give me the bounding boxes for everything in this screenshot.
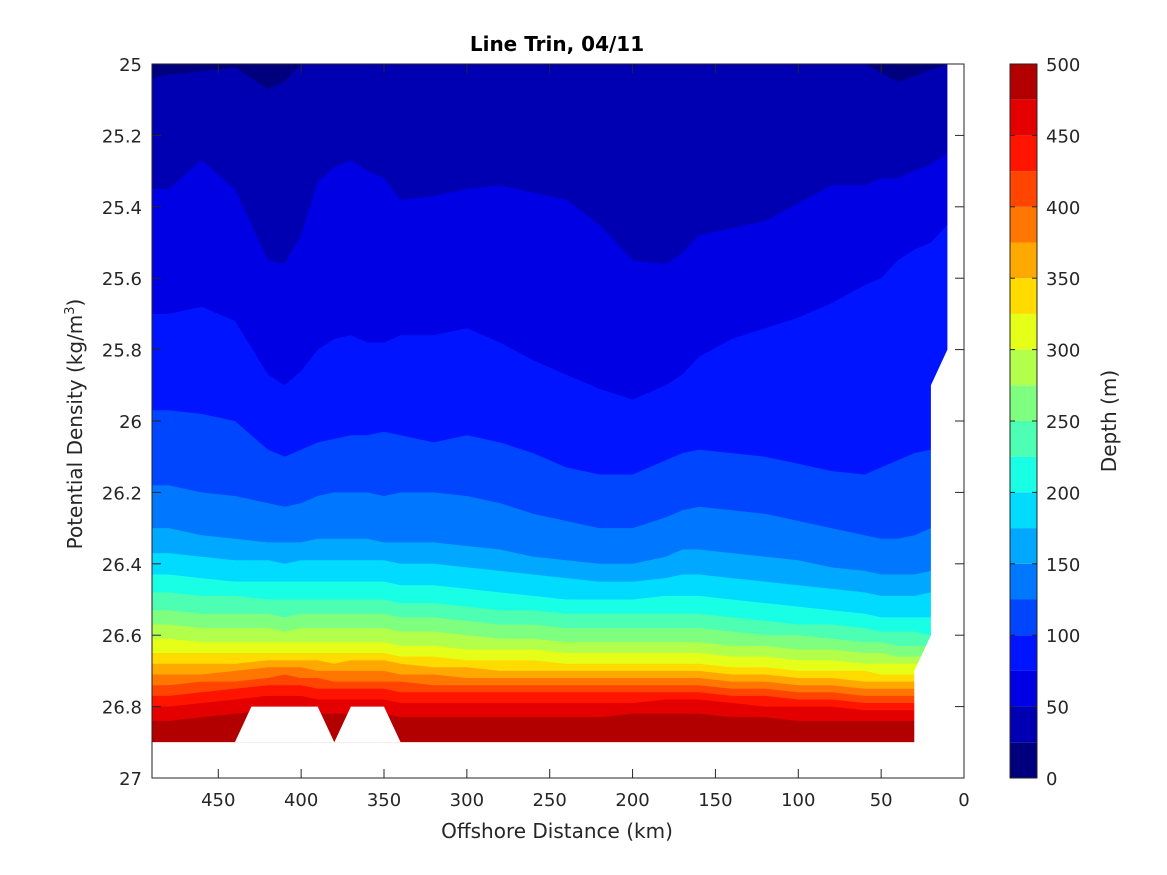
colorbar: 0 50 100 150 200 250 300 350 400 450 500 bbox=[1009, 55, 1080, 790]
colorbar-segment bbox=[1010, 528, 1037, 564]
colorbar-segment bbox=[1010, 492, 1037, 529]
colorbar-tick-label: 350 bbox=[1046, 269, 1080, 290]
x-tick-label: 400 bbox=[284, 790, 318, 811]
colorbar-segment bbox=[1010, 563, 1037, 600]
x-tick-label: 100 bbox=[781, 790, 815, 811]
colorbar-tick-label: 500 bbox=[1046, 55, 1080, 76]
colorbar-label: Depth (m) bbox=[1097, 370, 1121, 472]
x-axis: 450 400 350 300 250 200 150 100 50 0 bbox=[201, 64, 970, 811]
x-tick-label: 300 bbox=[450, 790, 484, 811]
y-axis-label-close: ) bbox=[63, 299, 87, 307]
colorbar-tick-label: 50 bbox=[1046, 698, 1069, 719]
colorbar-segment bbox=[1010, 670, 1037, 707]
contour-band-25 bbox=[152, 64, 964, 89]
chart-title: Line Trin, 04/11 bbox=[470, 32, 644, 56]
colorbar-segment bbox=[1010, 349, 1037, 386]
colorbar-segment bbox=[1010, 456, 1037, 493]
y-axis-label: Potential Density (kg/m3) bbox=[63, 299, 87, 550]
y-tick-label: 25.8 bbox=[102, 341, 142, 362]
colorbar-segment bbox=[1010, 599, 1037, 636]
colorbar-tick-label: 250 bbox=[1046, 412, 1080, 433]
colorbar-tick-label: 0 bbox=[1046, 769, 1057, 790]
x-tick-label: 350 bbox=[367, 790, 401, 811]
colorbar-tick-label: 200 bbox=[1046, 483, 1080, 504]
colorbar-tick-label: 450 bbox=[1046, 126, 1080, 147]
no-data-region bbox=[152, 742, 964, 778]
y-axis-label-main: Potential Density (kg/m bbox=[63, 315, 87, 550]
colorbar-segment bbox=[1010, 706, 1037, 743]
contour-band-50 bbox=[152, 64, 964, 264]
y-tick-label: 25 bbox=[119, 55, 142, 76]
colorbar-segment bbox=[1010, 421, 1037, 457]
colorbar-segment bbox=[1010, 64, 1037, 100]
colorbar-segment bbox=[1010, 99, 1037, 136]
y-tick-label: 26.2 bbox=[102, 483, 142, 504]
x-tick-label: 200 bbox=[615, 790, 649, 811]
colorbar-segment bbox=[1010, 135, 1037, 172]
y-tick-label: 25.4 bbox=[102, 198, 142, 219]
y-tick-label: 25.2 bbox=[102, 126, 142, 147]
colorbar-segment bbox=[1010, 278, 1037, 314]
colorbar-segment bbox=[1010, 742, 1037, 778]
x-axis-label: Offshore Distance (km) bbox=[441, 819, 673, 843]
colorbar-segment bbox=[1010, 635, 1037, 671]
colorbar-segment bbox=[1010, 313, 1037, 350]
plot-area bbox=[152, 64, 964, 743]
colorbar-segment bbox=[1010, 385, 1037, 421]
colorbar-tick-label: 400 bbox=[1046, 198, 1080, 219]
y-tick-label: 27 bbox=[119, 769, 142, 790]
y-tick-label: 25.6 bbox=[102, 269, 142, 290]
y-axis: 25 25.2 25.4 25.6 25.8 26 26.2 26.4 26.6 26.8 27 bbox=[102, 55, 964, 790]
no-data-region bbox=[334, 706, 401, 743]
colorbar-tick-label: 150 bbox=[1046, 555, 1080, 576]
contour-band-0 bbox=[864, 64, 948, 82]
y-tick-label: 26.6 bbox=[102, 626, 142, 647]
y-tick-label: 26.8 bbox=[102, 698, 142, 719]
colorbar-segment bbox=[1010, 206, 1037, 243]
no-data-region bbox=[234, 706, 335, 743]
y-axis-label-superscript: 3 bbox=[63, 306, 78, 314]
y-tick-label: 26.4 bbox=[102, 555, 142, 576]
colorbar-segment bbox=[1010, 171, 1037, 207]
x-tick-label: 50 bbox=[870, 790, 893, 811]
colorbar-segment bbox=[1010, 242, 1037, 279]
colorbar-tick-label: 100 bbox=[1046, 626, 1080, 647]
x-tick-label: 250 bbox=[533, 790, 567, 811]
colorbar-tick-label: 300 bbox=[1046, 341, 1080, 362]
no-data-region bbox=[914, 64, 964, 778]
x-tick-label: 0 bbox=[958, 790, 969, 811]
no-data-regions bbox=[152, 64, 964, 778]
x-tick-label: 450 bbox=[201, 790, 235, 811]
x-tick-label: 150 bbox=[698, 790, 732, 811]
y-tick-label: 26 bbox=[119, 412, 142, 433]
